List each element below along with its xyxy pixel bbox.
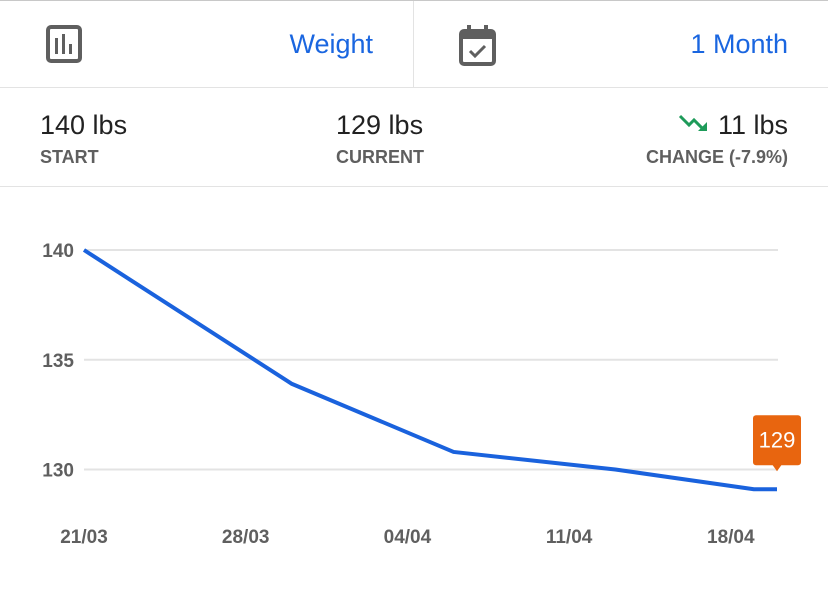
stat-start: 140 lbs START xyxy=(40,110,127,168)
start-value: 140 lbs xyxy=(40,110,128,140)
y-tick-label: 140 xyxy=(42,241,74,262)
y-tick-label: 135 xyxy=(42,351,74,372)
weight-line xyxy=(82,248,777,492)
x-tick-label: 21/03 xyxy=(60,527,108,548)
header-bar: Weight 1 Month xyxy=(0,1,828,88)
current-label: CURRENT xyxy=(336,147,424,167)
metric-selector[interactable]: Weight xyxy=(0,1,414,87)
stat-change: 11 lbs CHANGE (-7.9%) xyxy=(646,110,788,168)
x-tick-label: 04/04 xyxy=(384,527,432,548)
stat-current: 129 lbs CURRENT xyxy=(336,110,424,168)
stats-bar: 140 lbs START 129 lbs CURRENT 11 lbs CHA… xyxy=(0,88,828,187)
last-value-marker-pointer xyxy=(772,464,782,472)
metric-label: Weight xyxy=(289,29,373,59)
current-value: 129 lbs xyxy=(336,110,424,140)
x-tick-label: 11/04 xyxy=(546,527,593,548)
trending-down-icon xyxy=(678,110,710,141)
y-tick-label: 130 xyxy=(42,461,74,482)
x-tick-label: 18/04 xyxy=(707,527,755,548)
bar-chart-icon xyxy=(46,25,82,68)
change-value: 11 lbs xyxy=(717,110,788,140)
last-value-marker xyxy=(753,415,801,466)
calendar-check-icon xyxy=(459,25,497,72)
period-selector[interactable]: 1 Month xyxy=(414,1,828,87)
period-label: 1 Month xyxy=(690,29,788,59)
change-label: CHANGE (-7.9%) xyxy=(645,147,788,167)
last-value-label: 129 xyxy=(759,427,796,452)
top-divider xyxy=(0,0,828,1)
weight-chart: 140 135 130 21/03 28/03 04/04 11/04 18/04 129 xyxy=(42,241,801,548)
start-label: START xyxy=(40,147,99,167)
x-tick-label: 28/03 xyxy=(222,527,270,548)
